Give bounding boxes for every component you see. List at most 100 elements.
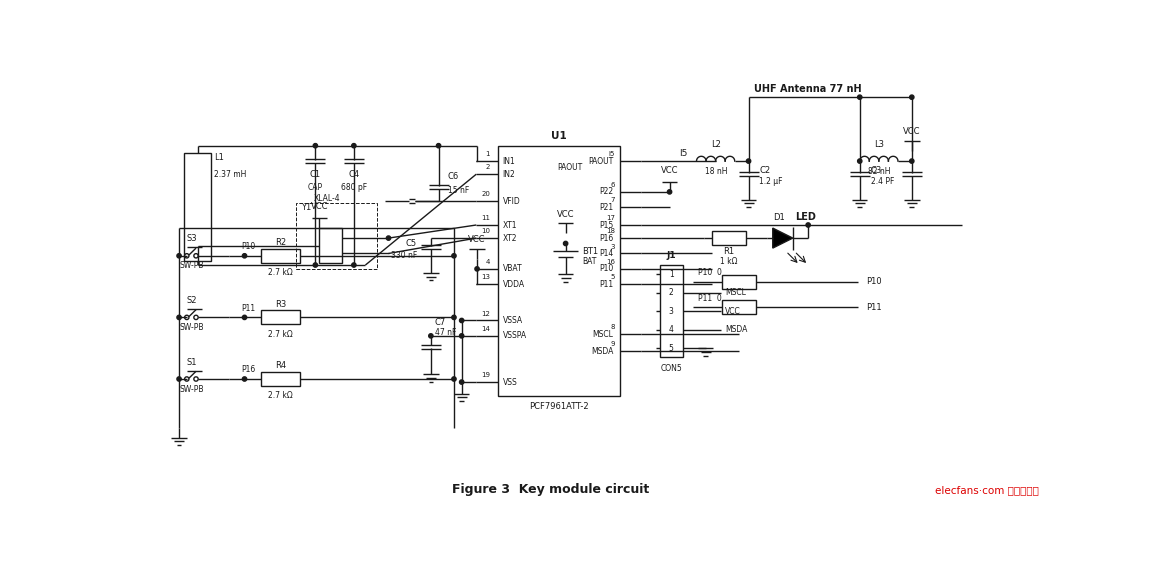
Text: IN1: IN1 [503,157,515,166]
Circle shape [564,241,568,246]
Text: 11: 11 [481,215,490,221]
Text: R3: R3 [275,300,287,309]
Text: 16: 16 [606,259,615,265]
Text: U1: U1 [551,131,566,142]
Text: P11: P11 [241,304,255,312]
Bar [184,153,210,261]
Bar [721,275,756,289]
Text: P16: P16 [241,365,255,374]
Circle shape [459,380,464,384]
Text: C7: C7 [435,318,446,327]
Circle shape [314,263,317,267]
Text: VDDA: VDDA [503,280,524,289]
Text: Y1: Y1 [302,203,311,212]
Text: MSDA: MSDA [591,347,613,356]
Text: VSSA: VSSA [503,316,523,325]
Bar [320,229,342,263]
Circle shape [242,315,247,320]
Text: MSCL: MSCL [592,330,613,339]
Circle shape [909,95,914,100]
Text: 330 nF: 330 nF [391,251,417,260]
Text: MSDA: MSDA [725,325,747,334]
Text: L2: L2 [711,140,720,149]
Bar [262,372,300,386]
Text: SW-PB: SW-PB [179,384,203,393]
Circle shape [351,263,356,267]
Text: C2: C2 [759,166,771,175]
Bar [721,301,756,314]
Text: P21: P21 [599,203,613,212]
Text: J1: J1 [666,251,676,260]
Circle shape [177,315,181,320]
Text: PAOUT: PAOUT [558,163,583,171]
Text: 14: 14 [482,326,490,332]
Text: C5: C5 [405,239,417,248]
Text: IN2: IN2 [503,170,515,179]
Text: 10: 10 [481,228,490,234]
Circle shape [177,254,181,258]
Text: 1: 1 [485,151,490,157]
Circle shape [909,159,914,163]
Text: XT2: XT2 [503,234,517,243]
Text: P16: P16 [599,234,613,243]
Text: C6: C6 [448,172,459,181]
Text: P10  0: P10 0 [698,268,721,277]
Bar [262,311,300,324]
Circle shape [351,144,356,148]
Text: VCC: VCC [725,307,740,316]
Text: SW-PB: SW-PB [179,323,203,332]
Text: 19: 19 [481,372,490,378]
Text: 18 nH: 18 nH [705,168,727,177]
Circle shape [459,334,464,338]
Text: elecfans·com 电子发烧友: elecfans·com 电子发烧友 [935,485,1039,495]
Text: S2: S2 [186,296,196,305]
Text: P11: P11 [599,280,613,289]
Text: 18: 18 [606,228,615,234]
Text: 12: 12 [482,311,490,316]
Text: L3: L3 [874,140,884,149]
Text: R2: R2 [275,238,287,247]
Text: 5: 5 [611,275,615,280]
Circle shape [314,144,317,148]
Text: MSCL: MSCL [725,288,746,297]
Circle shape [452,377,456,381]
Circle shape [177,377,181,381]
Text: 2: 2 [485,164,490,170]
Bar [659,265,683,358]
Text: 2.7 kΩ: 2.7 kΩ [268,268,293,277]
Text: 1 kΩ: 1 kΩ [720,257,738,265]
Text: 9: 9 [610,341,615,348]
Text: PCF7961ATT-2: PCF7961ATT-2 [529,402,589,411]
Text: 4: 4 [669,325,673,334]
Circle shape [475,267,479,271]
Text: P10: P10 [866,277,881,286]
Text: 15 nF: 15 nF [448,186,469,195]
Text: C1: C1 [310,170,321,179]
Text: R4: R4 [275,362,287,370]
Text: 13: 13 [481,275,490,280]
Text: C3: C3 [871,166,881,175]
Circle shape [387,236,390,240]
Bar [296,203,377,269]
Text: l5: l5 [679,149,687,158]
Text: 2.7 kΩ: 2.7 kΩ [268,330,293,339]
Text: P11: P11 [866,303,881,312]
Text: 1: 1 [669,270,673,279]
Text: VCC: VCC [469,235,485,244]
Text: SW-PB: SW-PB [179,261,203,271]
Circle shape [459,318,464,323]
Text: P11  0: P11 0 [698,294,721,303]
Text: 8: 8 [610,324,615,331]
Text: XT1: XT1 [503,221,517,229]
Circle shape [429,334,434,338]
Text: LED: LED [795,212,817,222]
Text: BT1: BT1 [583,247,599,256]
Text: P10: P10 [599,264,613,273]
Circle shape [452,315,456,320]
Bar [712,231,746,245]
Text: S1: S1 [186,358,196,367]
Text: VCC: VCC [310,202,328,211]
Text: 47 nF: 47 nF [435,328,456,337]
Text: P22: P22 [599,187,613,196]
Text: Figure 3  Key module circuit: Figure 3 Key module circuit [451,483,649,496]
